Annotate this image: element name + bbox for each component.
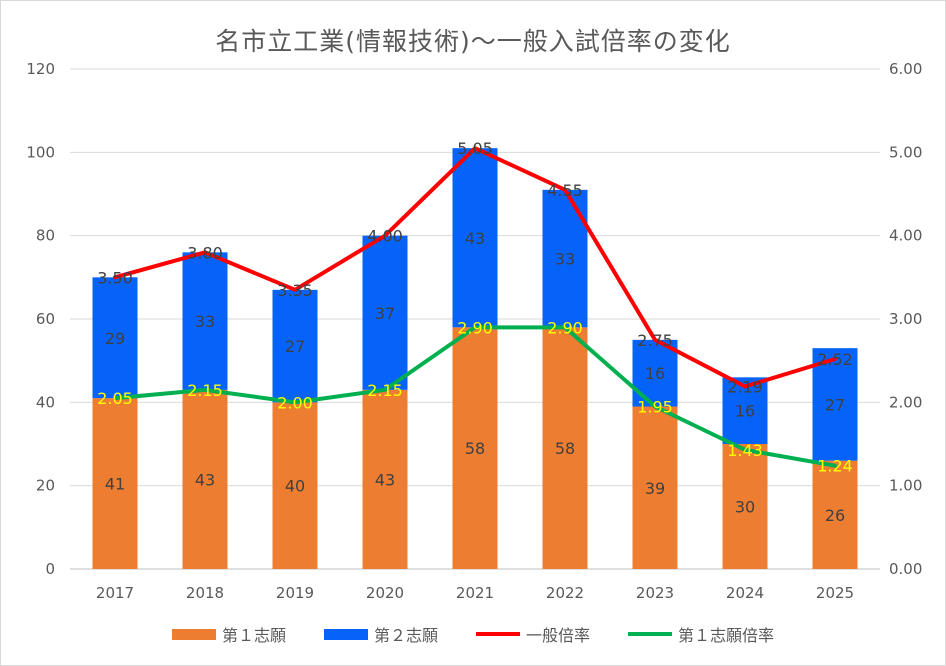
y-left-tick-label: 40 [36, 393, 55, 411]
data-label-first-choice: 41 [105, 475, 125, 494]
x-tick-label: 2017 [96, 584, 134, 602]
legend-swatch-second-choice [323, 628, 368, 640]
bar-second-choice [362, 235, 408, 390]
legend-label-first-choice-rate: 第１志願倍率 [678, 626, 775, 645]
line-general-rate [113, 146, 837, 389]
bar-first-choice [542, 327, 588, 569]
data-label-general-rate: 3.80 [187, 243, 223, 262]
legend-item-first-choice: 第１志願 [171, 622, 286, 646]
x-tick-label: 2024 [726, 584, 764, 602]
legend-swatch-first-choice [171, 628, 216, 640]
data-label-first-choice: 58 [555, 439, 575, 458]
data-label-first-choice: 58 [465, 439, 485, 458]
data-label-first-choice-rate: 2.15 [367, 381, 403, 400]
data-label-first-choice: 43 [195, 470, 215, 489]
data-label-first-choice: 43 [375, 470, 395, 489]
x-tick-label: 2018 [186, 584, 224, 602]
legend-label-second-choice: 第２志願 [373, 626, 438, 645]
x-tick-label: 2023 [636, 584, 674, 602]
data-label-first-choice: 30 [735, 498, 755, 517]
data-label-first-choice-rate: 2.00 [277, 393, 313, 412]
y-right-tick-label: 5.00 [889, 143, 922, 161]
data-label-first-choice-rate: 2.90 [547, 318, 583, 337]
data-label-second-choice: 16 [735, 402, 755, 421]
data-label-general-rate: 5.05 [457, 139, 493, 158]
legend-item-first-choice-rate: 第１志願倍率 [628, 622, 774, 646]
data-label-general-rate: 2.75 [637, 331, 673, 350]
chart-title: 名市立工業(情報技術)〜一般入試倍率の変化 [215, 27, 731, 56]
data-label-first-choice: 26 [825, 506, 845, 525]
data-label-second-choice: 43 [465, 229, 485, 248]
y-right-tick-label: 0.00 [889, 560, 922, 578]
data-label-first-choice-rate: 2.15 [187, 381, 223, 400]
data-label-first-choice-rate: 1.24 [817, 457, 853, 476]
bar-second-choice [812, 348, 858, 461]
data-label-first-choice: 40 [285, 477, 305, 496]
y-left-tick-label: 60 [36, 310, 55, 328]
bar-first-choice [362, 389, 408, 569]
data-label-general-rate: 3.50 [97, 268, 133, 287]
line-first-choice-rate [113, 325, 837, 468]
y-right-tick-label: 1.00 [889, 477, 922, 495]
x-tick-label: 2022 [546, 584, 584, 602]
y-left-tick-label: 20 [36, 477, 55, 495]
data-label-first-choice-rate: 1.43 [727, 441, 763, 460]
data-label-second-choice: 27 [285, 337, 305, 356]
y-left-tick-label: 120 [26, 60, 55, 78]
data-label-second-choice: 33 [195, 312, 215, 331]
x-tick-label: 2025 [816, 584, 854, 602]
x-tick-label: 2021 [456, 584, 494, 602]
data-label-general-rate: 2.19 [727, 378, 763, 397]
legend-swatch-general-rate [476, 632, 520, 636]
bar-second-choice [182, 252, 228, 390]
bar-first-choice [182, 389, 228, 569]
y-right-tick-label: 3.00 [889, 310, 922, 328]
data-label-second-choice: 33 [555, 250, 575, 269]
y-left-tick-label: 0 [45, 560, 55, 578]
data-label-second-choice: 29 [105, 329, 125, 348]
y-left-tick-label: 80 [36, 227, 55, 245]
y-right-tick-label: 6.00 [889, 60, 922, 78]
data-label-first-choice-rate: 2.90 [457, 318, 493, 337]
x-tick-label: 2019 [276, 584, 314, 602]
bar-first-choice [452, 327, 498, 569]
data-label-second-choice: 37 [375, 304, 395, 323]
y-right-tick-label: 4.00 [889, 227, 922, 245]
y-left-tick-label: 100 [26, 143, 55, 161]
bar-first-choice [722, 444, 768, 569]
data-label-general-rate: 4.55 [547, 181, 583, 200]
legend: 第１志願 第２志願 一般倍率 第１志願倍率 [0, 622, 946, 646]
data-label-general-rate: 4.00 [367, 227, 403, 246]
bar-second-choice [452, 148, 498, 328]
data-label-first-choice-rate: 2.05 [97, 389, 133, 408]
legend-item-second-choice: 第２志願 [323, 622, 438, 646]
bar-first-choice [92, 398, 138, 569]
legend-label-general-rate: 一般倍率 [526, 626, 591, 645]
data-label-general-rate: 2.52 [817, 350, 853, 369]
y-right-tick-label: 2.00 [889, 393, 922, 411]
data-label-first-choice: 39 [645, 479, 665, 498]
data-label-second-choice: 16 [645, 364, 665, 383]
x-tick-label: 2020 [366, 584, 404, 602]
bar-first-choice [272, 402, 318, 569]
legend-label-first-choice: 第１志願 [221, 626, 286, 645]
legend-item-general-rate: 一般倍率 [476, 622, 590, 646]
data-label-second-choice: 27 [825, 395, 845, 414]
data-label-first-choice-rate: 1.95 [637, 398, 673, 417]
bar-first-choice [812, 460, 858, 569]
data-label-general-rate: 3.35 [277, 281, 313, 300]
bar-first-choice [632, 406, 678, 569]
legend-swatch-first-choice-rate [628, 632, 673, 636]
bar-second-choice [92, 277, 138, 399]
bar-second-choice [272, 289, 318, 403]
